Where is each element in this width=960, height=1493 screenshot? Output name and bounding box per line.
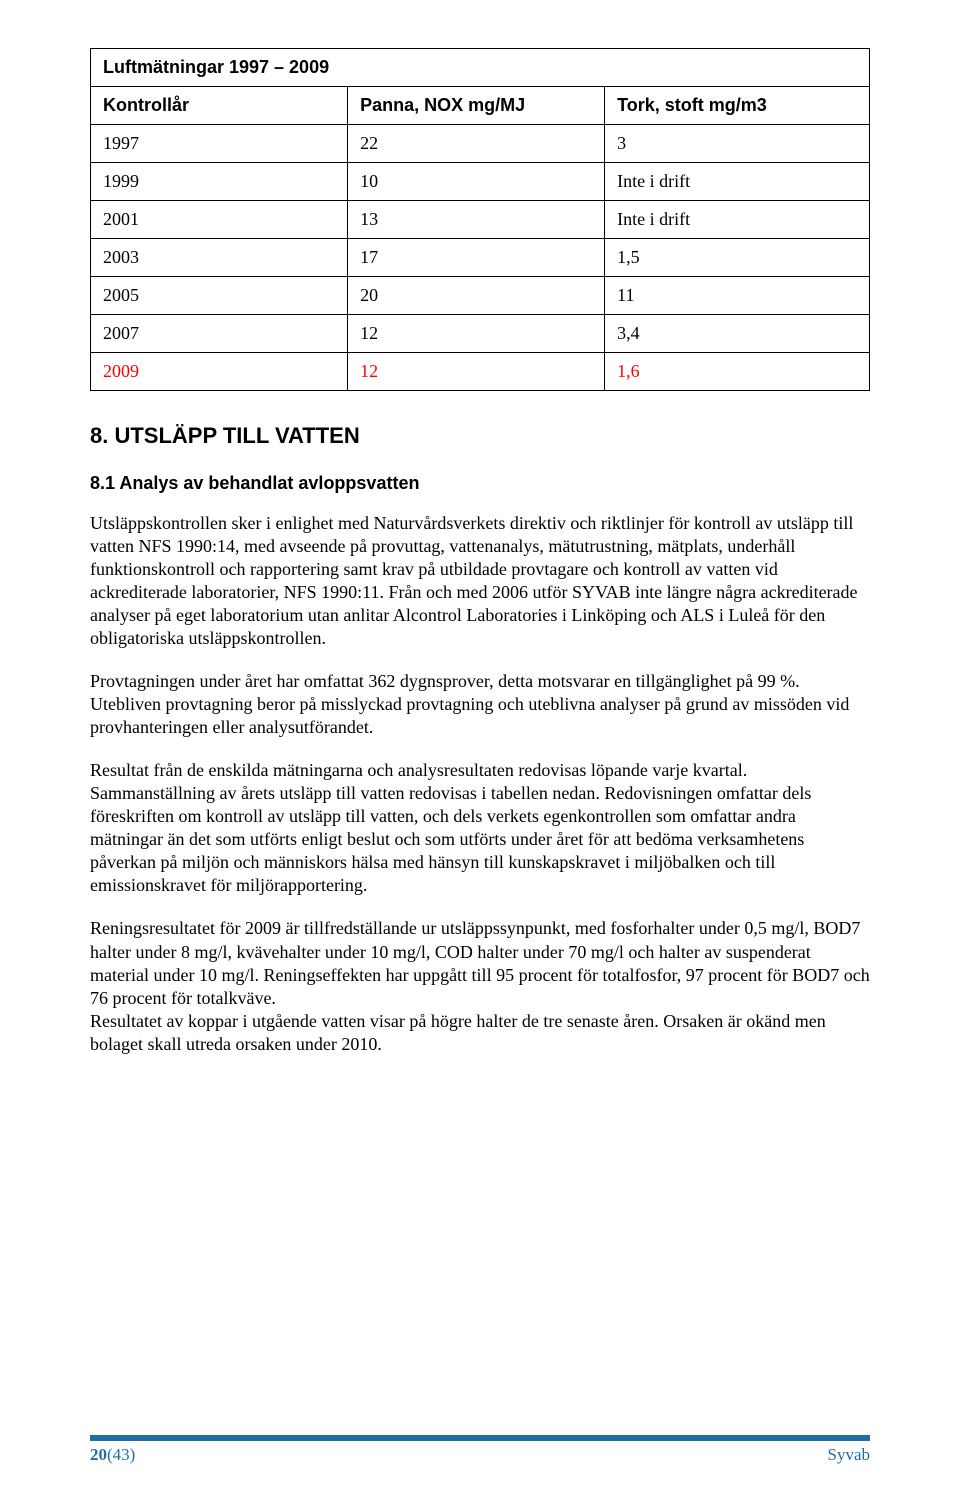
paragraph: Provtagningen under året har omfattat 36… [90,670,870,739]
table-cell: 20 [348,277,605,315]
table-cell: 2003 [91,239,348,277]
table-header: Panna, NOX mg/MJ [348,87,605,125]
paragraph: Resultatet av koppar i utgående vatten v… [90,1010,870,1056]
footer-bar [90,1435,870,1441]
table-cell: 1999 [91,163,348,201]
measurements-table: Luftmätningar 1997 – 2009 Kontrollår Pan… [90,48,870,391]
table-row: 2007123,4 [91,315,870,353]
table-cell: Inte i drift [605,163,870,201]
table-header-row: Kontrollår Panna, NOX mg/MJ Tork, stoft … [91,87,870,125]
table-cell: 3 [605,125,870,163]
table-cell: Inte i drift [605,201,870,239]
footer-brand: Syvab [828,1445,871,1465]
table-cell: 1,6 [605,353,870,391]
table-cell: 12 [348,353,605,391]
table-header: Kontrollår [91,87,348,125]
paragraph: Utsläppskontrollen sker i enlighet med N… [90,512,870,650]
table-cell: 17 [348,239,605,277]
page-footer: 20(43) Syvab [90,1435,870,1465]
section-heading: 8. UTSLÄPP TILL VATTEN [90,423,870,449]
table-cell: 10 [348,163,605,201]
table-cell: 11 [605,277,870,315]
table-cell: 1997 [91,125,348,163]
table-cell: 2007 [91,315,348,353]
table-cell: 2001 [91,201,348,239]
table-cell: 13 [348,201,605,239]
table-row: 20052011 [91,277,870,315]
page-number: 20(43) [90,1445,135,1465]
table-cell: 3,4 [605,315,870,353]
table-row: 1997223 [91,125,870,163]
table-row: 200113Inte i drift [91,201,870,239]
table-cell: 12 [348,315,605,353]
table-title: Luftmätningar 1997 – 2009 [91,49,870,87]
table-cell: 22 [348,125,605,163]
table-row: 199910Inte i drift [91,163,870,201]
subsection-heading: 8.1 Analys av behandlat avloppsvatten [90,473,870,494]
paragraph: Reningsresultatet för 2009 är tillfredst… [90,917,870,1009]
table-cell: 2009 [91,353,348,391]
table-row: 2003171,5 [91,239,870,277]
table-row: 2009121,6 [91,353,870,391]
table-cell: 2005 [91,277,348,315]
paragraph: Resultat från de enskilda mätningarna oc… [90,759,870,897]
table-cell: 1,5 [605,239,870,277]
table-header: Tork, stoft mg/m3 [605,87,870,125]
